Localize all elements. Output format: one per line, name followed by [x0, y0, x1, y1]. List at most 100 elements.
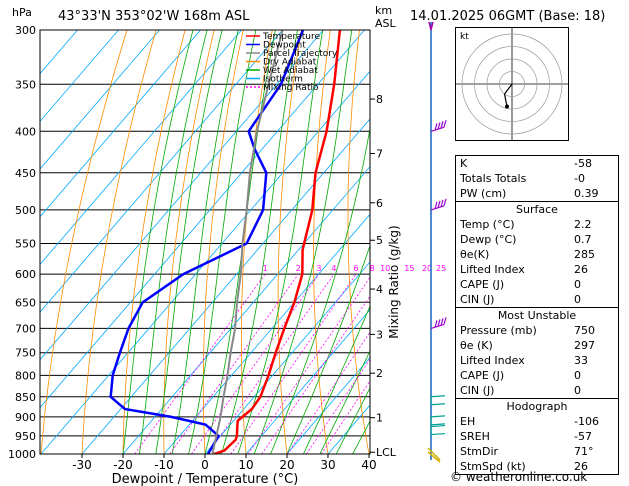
dry-adiabat [122, 30, 186, 454]
wet-adiabat [221, 30, 298, 454]
wet-adiabat [286, 244, 370, 454]
index-label: Lifted Index [460, 263, 525, 276]
km-tick-label: 5 [376, 234, 383, 247]
index-row: CAPE (J) 0 [456, 368, 618, 383]
wet-adiabat [303, 305, 370, 454]
indices-panel: K -58 Totals Totals -0 PW (cm) 0.39 Surface T… [455, 155, 619, 475]
mixing-ratio-label: 3 [316, 264, 321, 273]
pressure-tick-label: 800 [15, 369, 36, 382]
index-row: Lifted Index 33 [456, 353, 618, 368]
isotherm [163, 213, 370, 454]
wind-barb-low [430, 424, 446, 436]
dry-adiabat [240, 30, 273, 454]
pressure-tick-label: 500 [15, 204, 36, 217]
index-label: StmDir [460, 445, 499, 458]
index-value: -57 [574, 430, 592, 443]
legend-label: Wet Adiabat [263, 66, 318, 76]
isotherm [40, 30, 160, 170]
km-tick-label: 3 [376, 328, 383, 341]
km-tick-label: 6 [376, 197, 383, 210]
dry-adiabat [40, 30, 128, 454]
wind-barb-surface [427, 447, 441, 463]
index-label: θe (K) [460, 339, 493, 352]
asl-label: ASL [375, 17, 397, 30]
wind-barb-glyph [427, 447, 441, 463]
mixing-ratio-line [134, 273, 266, 454]
wet-adiabat [122, 30, 194, 454]
km-tick-label: LCL [376, 446, 397, 459]
km-tick-label: 4 [376, 283, 383, 296]
isotherm [40, 30, 283, 313]
index-row: Temp (°C) 2.2 [456, 217, 618, 232]
index-row: K -58 [456, 156, 618, 171]
index-row: θe(K) 285 [456, 247, 618, 262]
mixing-ratio-line [247, 276, 370, 454]
dry-adiabat [81, 30, 157, 454]
hodo-ring [461, 33, 563, 135]
index-value: -0 [574, 172, 585, 185]
isotherm [81, 118, 370, 454]
wind-barb-low [430, 395, 446, 406]
index-value: 0 [574, 293, 581, 306]
index-label: θe(K) [460, 248, 490, 261]
index-value: -106 [574, 415, 599, 428]
mixing-ratio-line [169, 273, 299, 454]
index-label: CAPE (J) [460, 369, 505, 382]
index-value: -58 [574, 157, 592, 170]
km-tick-label: 8 [376, 93, 383, 106]
dry-adiabat [277, 30, 302, 454]
legend-label: Temperature [262, 32, 320, 42]
index-row: Lifted Index 26 [456, 262, 618, 277]
index-label: CIN (J) [460, 293, 495, 306]
wind-barb-barb [430, 198, 447, 211]
datetime-title: 14.01.2025 06GMT (Base: 18) [410, 9, 605, 24]
isotherm [40, 70, 370, 454]
index-value: 0 [574, 369, 581, 382]
index-row: CIN (J) 0 [456, 292, 618, 307]
isotherm [40, 30, 242, 266]
series-parcel-trajectory [211, 30, 284, 454]
pressure-tick-label: 600 [15, 268, 36, 281]
mixing-ratio-line [191, 273, 320, 454]
km-tick-label: 2 [376, 367, 383, 380]
index-value: 0 [574, 384, 581, 397]
index-value: 33 [574, 354, 588, 367]
wind-barb-glyph [430, 198, 447, 211]
pressure-tick-label: 750 [15, 347, 36, 360]
pressure-tick-label: 850 [15, 391, 36, 404]
wet-adiabat [171, 30, 239, 454]
plot-frame [39, 29, 371, 455]
index-value: 0.7 [574, 233, 592, 246]
index-row: Dewp (°C) 0.7 [456, 232, 618, 247]
dry-adiabat [414, 6, 452, 454]
index-row: CIN (J) 0 [456, 383, 618, 398]
dry-adiabat [313, 30, 331, 454]
isotherm [40, 30, 78, 75]
index-label: PW (cm) [460, 187, 507, 200]
wind-barb-arrow [428, 21, 434, 31]
x-tick-label: 40 [361, 458, 376, 472]
index-label: Lifted Index [460, 354, 525, 367]
hpa-label: hPa [12, 6, 32, 19]
km-tick-label: 7 [376, 147, 383, 160]
mixing-ratio-line [320, 380, 370, 454]
wind-barb-glyph [430, 395, 446, 406]
wind-barb-glyph [430, 415, 446, 426]
mixing-ratio-label: 20 [422, 264, 432, 273]
index-value: 285 [574, 248, 595, 261]
index-label: CIN (J) [460, 384, 495, 397]
wind-barb-barb [430, 317, 447, 329]
index-value: 0 [574, 278, 581, 291]
mixing-ratio-label: 10 [380, 264, 390, 273]
series-temperature [213, 30, 342, 454]
pressure-tick-label: 650 [15, 296, 36, 309]
x-tick-label: -20 [113, 458, 133, 472]
index-row: Totals Totals -0 [456, 171, 618, 186]
mixing-ratio-line [230, 273, 357, 454]
index-value: 750 [574, 324, 595, 337]
mixing-ratio-label: 15 [404, 264, 414, 273]
pressure-tick-label: 300 [15, 24, 36, 37]
index-value: 0.39 [574, 187, 599, 200]
pressure-tick-label: 900 [15, 411, 36, 424]
